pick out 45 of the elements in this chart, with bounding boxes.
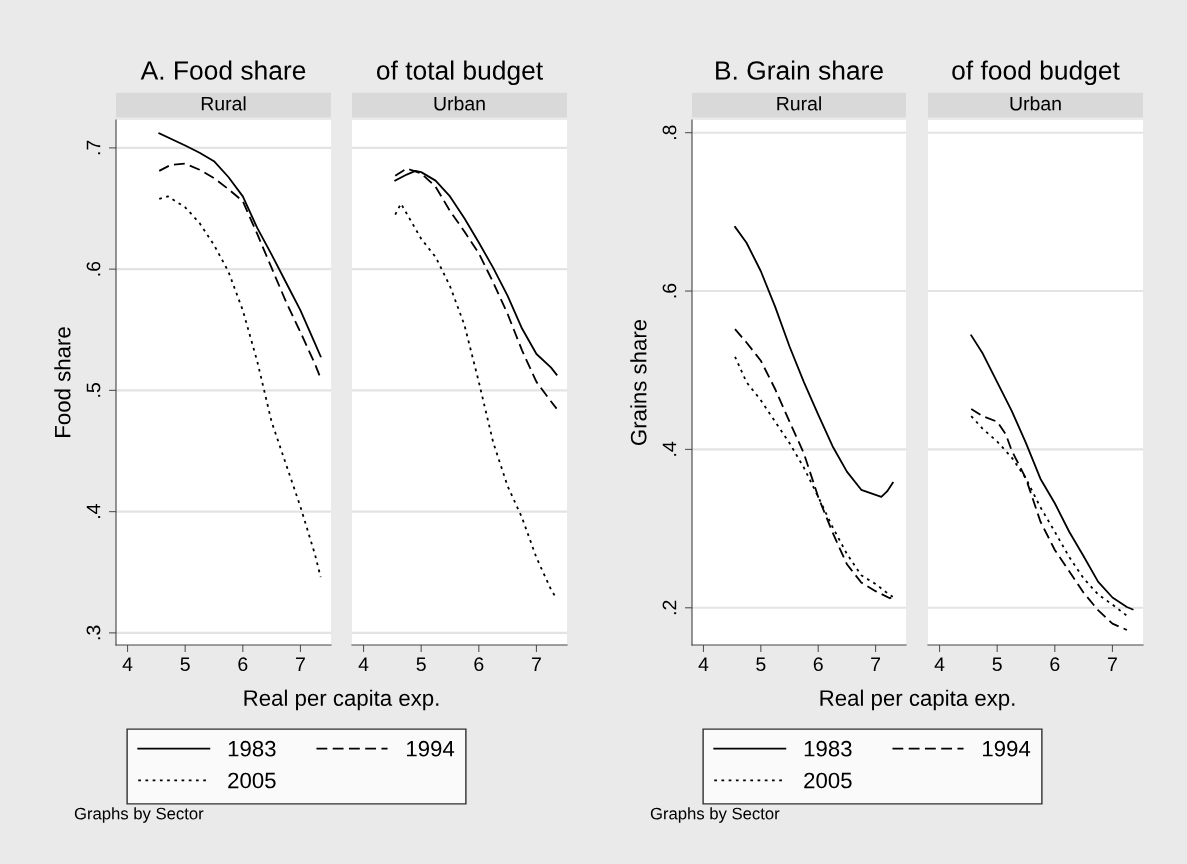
y-tick-label: .4 [662,441,677,456]
text: Graphs by Sector [74,807,204,823]
x-tick-label: 4 [358,657,369,671]
x-tick-label: 4 [934,657,945,671]
x-axis-title: Real per capita exp. [820,689,1015,711]
x-tick-label: 7 [871,657,881,671]
chart-title: of total budget [376,60,543,86]
x-tick-label: 5 [180,657,190,672]
legend-label: 1994 [407,740,455,757]
x-tick-label: 7 [296,657,305,671]
x-tick-label: 7 [532,657,541,671]
x-tick-label: 7 [1108,657,1117,671]
x-tick-label: 5 [992,657,1002,672]
legend-label: 2005 [228,772,276,789]
y-tick-label: .3 [86,625,101,640]
chart-title: A. Food share [140,60,306,80]
x-tick-label: 6 [813,657,823,672]
chart-subtitle: Rural [777,96,821,111]
x-tick-label: 4 [698,657,709,671]
y-tick-label: .4 [86,504,101,518]
chart-title: B. Grain share [716,60,883,80]
legend-label: 1983 [804,740,852,757]
chart-subtitle: Rural [201,96,246,111]
y-tick-label: .7 [86,140,101,155]
x-tick-label: 5 [416,657,426,672]
legend-label: 1994 [983,740,1031,757]
legend-label: 1983 [228,740,276,757]
y-tick-label: .5 [86,383,101,397]
chart-subtitle: Urban [434,96,485,111]
chart-subtitle: Urban [1010,96,1061,111]
y-tick-label: .6 [86,261,101,276]
x-axis-title: Real per capita exp. [244,689,439,711]
y-axis-title: Grains share [630,319,647,445]
legend-label: 2005 [804,772,852,789]
y-tick-label: .8 [662,125,677,139]
y-axis-title: Food share [54,327,71,437]
x-tick-label: 6 [238,657,248,672]
x-tick-label: 6 [474,657,484,672]
text: Graphs by Sector [650,807,780,823]
x-tick-label: 4 [122,657,133,671]
chart-title: of food budget [952,60,1120,86]
x-tick-label: 5 [756,657,766,672]
y-tick-label: .2 [662,600,677,615]
y-tick-label: .6 [662,283,677,298]
x-tick-label: 6 [1050,657,1060,672]
